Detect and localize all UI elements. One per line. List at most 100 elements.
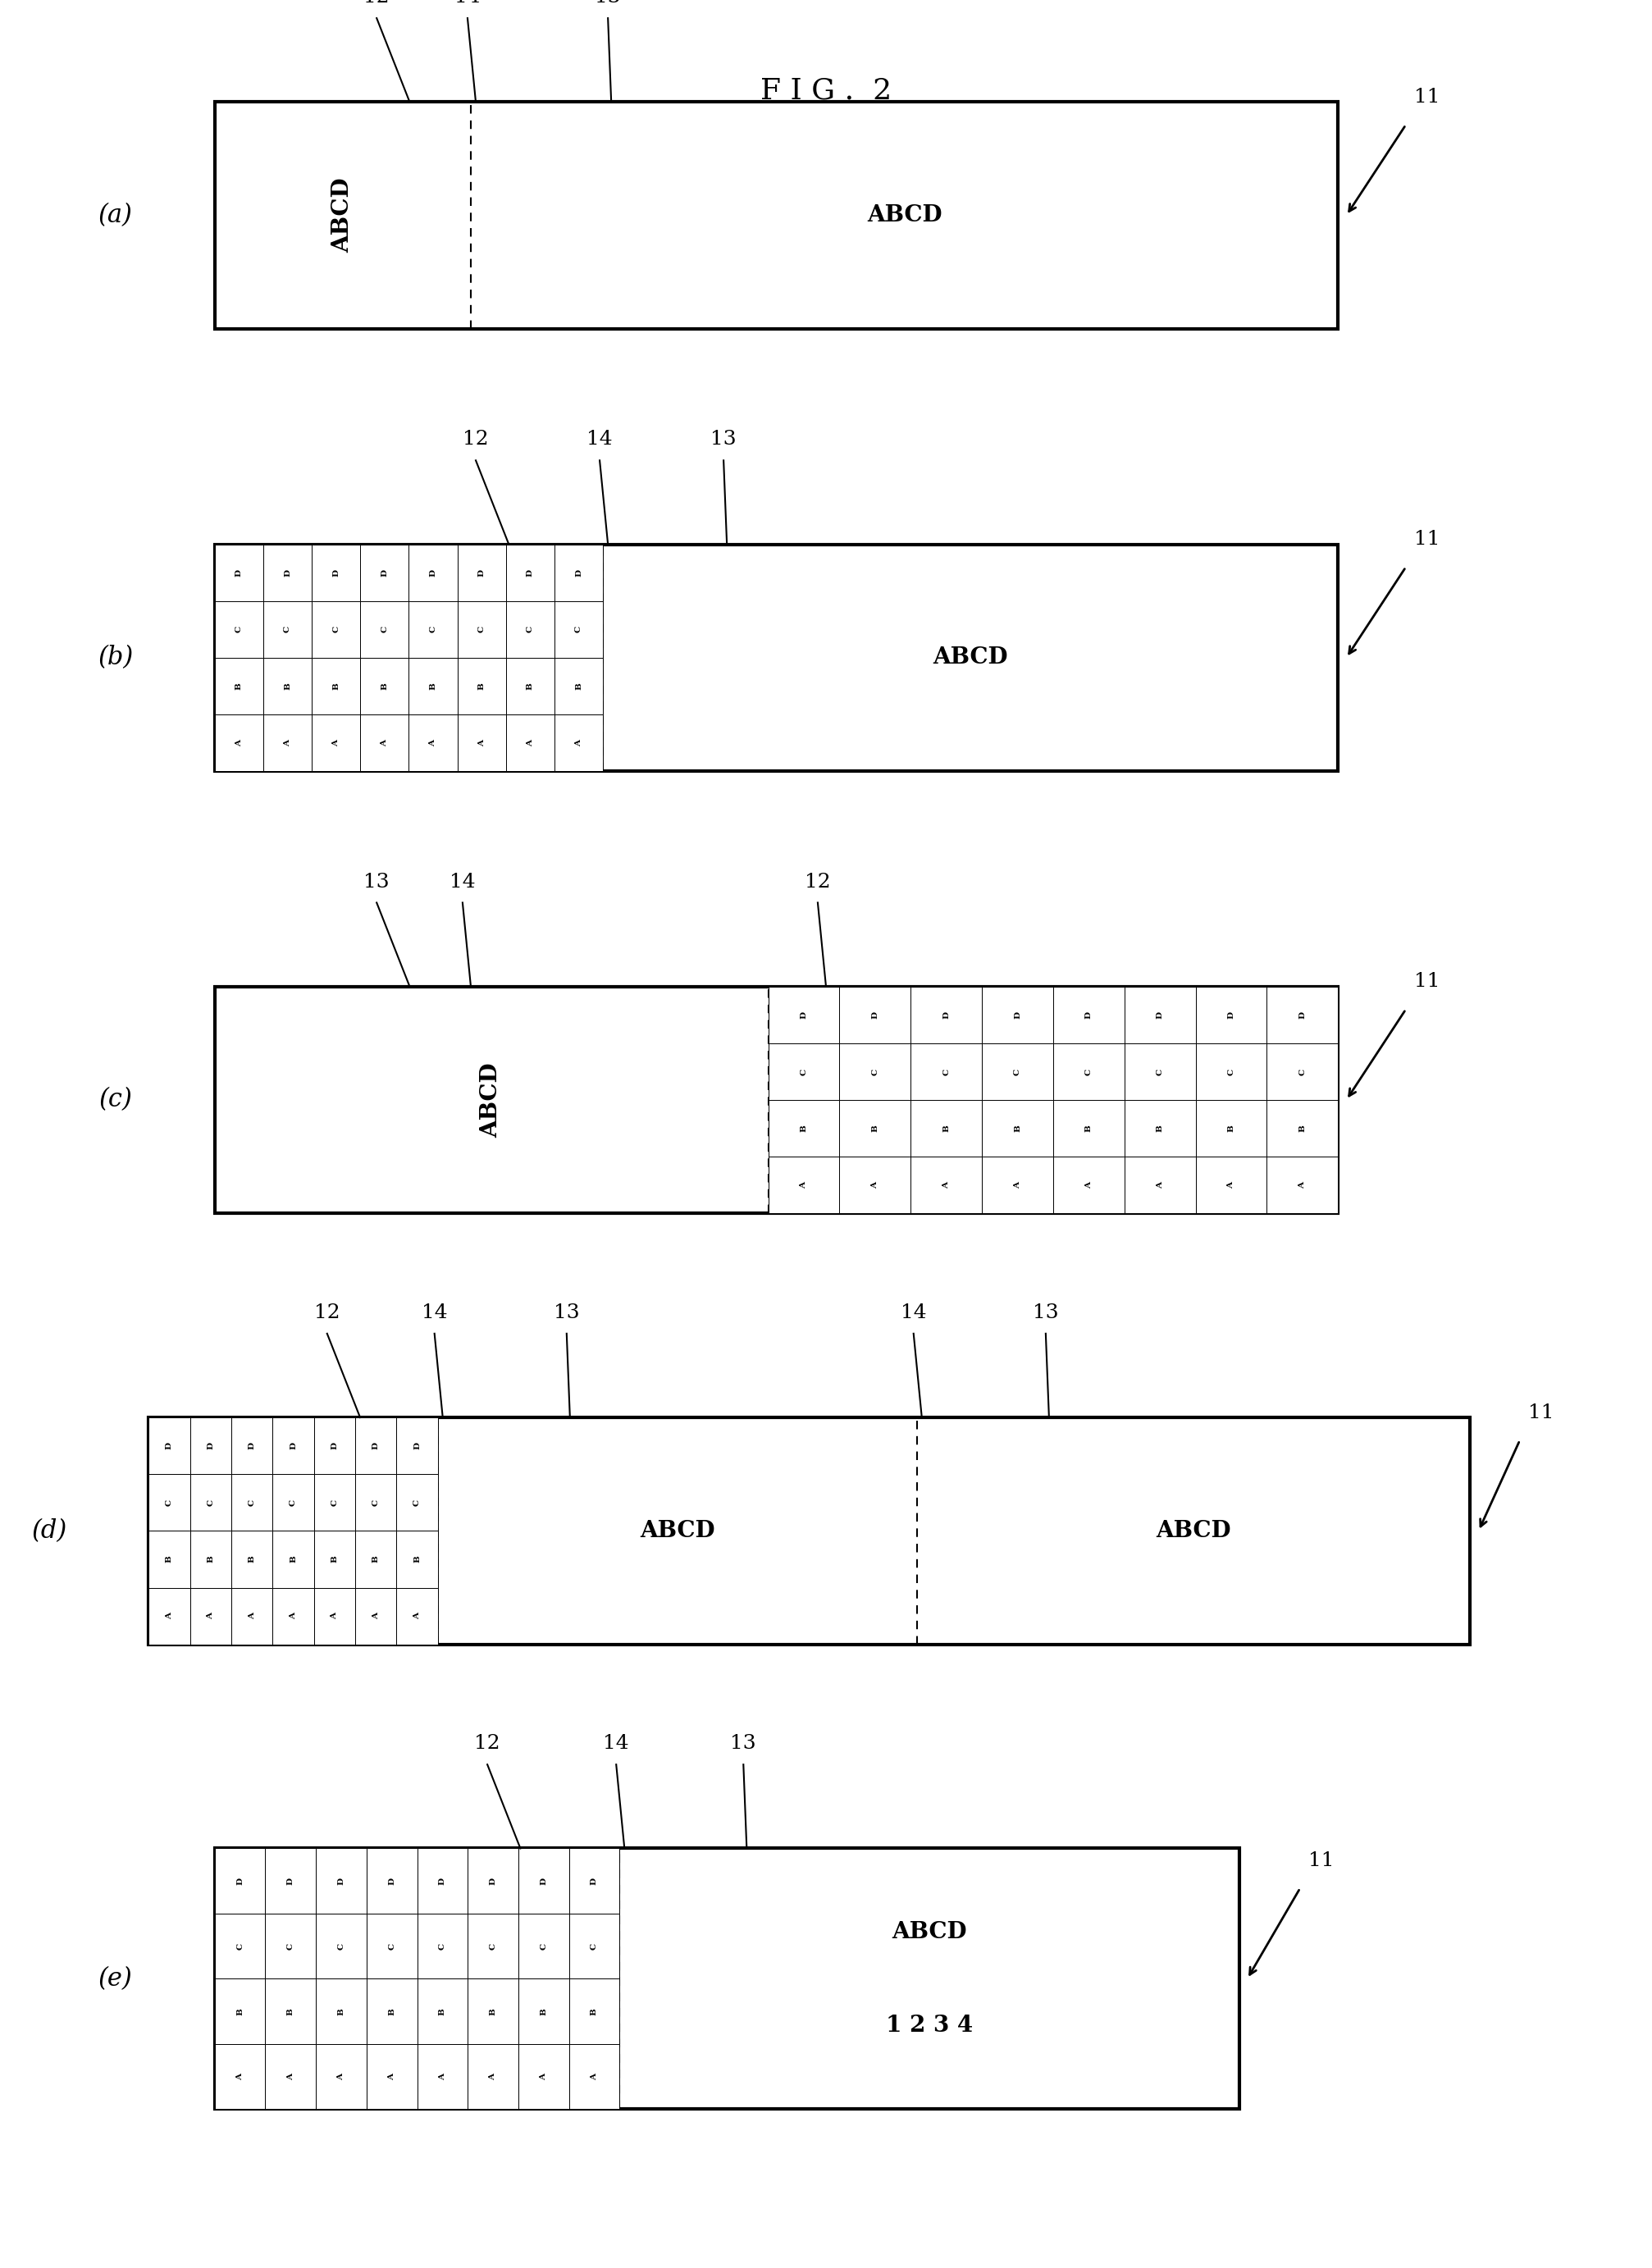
- Text: ABCD: ABCD: [639, 1520, 715, 1542]
- Text: C: C: [430, 626, 436, 633]
- Text: ABCD: ABCD: [933, 646, 1008, 669]
- Bar: [215, 544, 263, 601]
- Bar: [468, 2043, 519, 2109]
- Bar: [981, 1100, 1054, 1157]
- Text: D: D: [590, 1878, 598, 1885]
- Bar: [981, 1043, 1054, 1100]
- Bar: [266, 1848, 316, 1914]
- Bar: [416, 1848, 468, 1914]
- Bar: [768, 1100, 839, 1157]
- Bar: [314, 1418, 355, 1474]
- Bar: [263, 601, 312, 658]
- Text: B: B: [284, 683, 291, 689]
- Text: B: B: [372, 1556, 380, 1563]
- Text: C: C: [489, 1944, 497, 1950]
- Bar: [215, 987, 1338, 1213]
- Bar: [396, 1588, 438, 1644]
- Text: 14: 14: [421, 1304, 448, 1322]
- Text: D: D: [871, 1012, 879, 1018]
- Text: C: C: [413, 1499, 421, 1506]
- Text: 11: 11: [1528, 1404, 1555, 1422]
- Bar: [1125, 987, 1196, 1043]
- Text: C: C: [332, 626, 340, 633]
- Bar: [360, 714, 410, 771]
- Bar: [215, 714, 263, 771]
- Text: (d): (d): [31, 1517, 68, 1545]
- Bar: [1125, 1100, 1196, 1157]
- Bar: [355, 1531, 396, 1588]
- Text: A: A: [1085, 1182, 1092, 1188]
- Text: A: A: [540, 2073, 547, 2080]
- Text: C: C: [1298, 1068, 1307, 1075]
- Text: D: D: [1085, 1012, 1092, 1018]
- Bar: [231, 1474, 273, 1531]
- Bar: [263, 544, 312, 601]
- Text: D: D: [235, 569, 243, 576]
- Text: D: D: [477, 569, 486, 576]
- Text: C: C: [236, 1944, 244, 1950]
- Text: (b): (b): [97, 644, 134, 671]
- Text: A: A: [289, 1613, 297, 1619]
- Text: D: D: [439, 1878, 446, 1885]
- Bar: [519, 2043, 568, 2109]
- Text: D: D: [413, 1442, 421, 1449]
- Bar: [215, 658, 263, 714]
- Bar: [468, 1978, 519, 2043]
- Bar: [314, 1474, 355, 1531]
- Text: 14: 14: [586, 431, 613, 449]
- Bar: [231, 1588, 273, 1644]
- Text: D: D: [575, 569, 583, 576]
- Bar: [215, 1914, 266, 1978]
- Text: ABCD: ABCD: [481, 1061, 502, 1139]
- Text: D: D: [943, 1012, 950, 1018]
- Text: C: C: [943, 1068, 950, 1075]
- Bar: [408, 714, 458, 771]
- Text: D: D: [284, 569, 291, 576]
- Text: C: C: [871, 1068, 879, 1075]
- Bar: [910, 1157, 981, 1213]
- Text: D: D: [206, 1442, 215, 1449]
- Text: C: C: [330, 1499, 339, 1506]
- Text: B: B: [332, 683, 340, 689]
- Bar: [468, 1914, 519, 1978]
- Text: 13: 13: [710, 431, 737, 449]
- Text: C: C: [439, 1944, 446, 1950]
- Text: D: D: [527, 569, 534, 576]
- Bar: [190, 1588, 231, 1644]
- Text: C: C: [284, 626, 291, 633]
- Bar: [367, 2043, 416, 2109]
- Text: B: B: [337, 2007, 345, 2014]
- Bar: [312, 714, 360, 771]
- Text: C: C: [800, 1068, 808, 1075]
- Text: 13: 13: [553, 1304, 580, 1322]
- Text: A: A: [800, 1182, 808, 1188]
- Bar: [768, 1043, 839, 1100]
- Text: 12: 12: [463, 431, 489, 449]
- Bar: [408, 601, 458, 658]
- Bar: [263, 658, 312, 714]
- Text: C: C: [1227, 1068, 1236, 1075]
- Text: A: A: [430, 739, 436, 746]
- Text: C: C: [1014, 1068, 1021, 1075]
- Text: B: B: [800, 1125, 808, 1132]
- Text: B: B: [430, 683, 436, 689]
- Text: B: B: [235, 683, 243, 689]
- Bar: [1125, 1157, 1196, 1213]
- Text: C: C: [1085, 1068, 1092, 1075]
- Text: D: D: [388, 1878, 395, 1885]
- Text: A: A: [382, 739, 388, 746]
- Text: 13: 13: [730, 1735, 757, 1753]
- Bar: [1196, 1157, 1267, 1213]
- Bar: [1267, 1043, 1338, 1100]
- Text: D: D: [430, 569, 436, 576]
- Bar: [215, 1978, 266, 2043]
- Text: A: A: [1298, 1182, 1307, 1188]
- Bar: [149, 1474, 190, 1531]
- Text: 12: 12: [363, 0, 390, 7]
- Text: ABCD: ABCD: [892, 1921, 966, 1944]
- Text: C: C: [289, 1499, 297, 1506]
- Bar: [408, 544, 458, 601]
- Text: C: C: [540, 1944, 547, 1950]
- Text: C: C: [287, 1944, 294, 1950]
- Bar: [316, 1914, 367, 1978]
